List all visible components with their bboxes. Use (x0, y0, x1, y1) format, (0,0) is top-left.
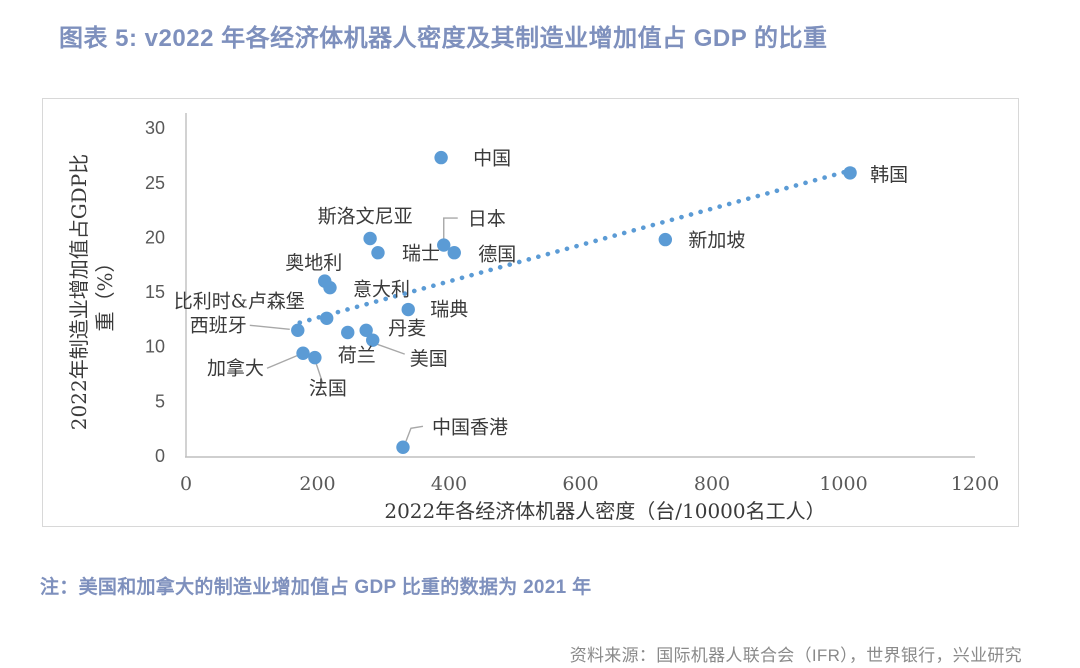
label-germany: 德国 (478, 244, 516, 266)
point-belgium-luxembourg (320, 311, 334, 325)
point-canada (296, 346, 310, 360)
x-tick-label-1200: 1200 (951, 473, 999, 495)
page-title: 图表 5: v2022 年各经济体机器人密度及其制造业增加值占 GDP 的比重 (59, 25, 828, 52)
y-tick-label-20: 20 (145, 227, 165, 247)
label-sweden: 瑞典 (430, 299, 468, 321)
x-tick-label-1000: 1000 (819, 473, 867, 495)
point-france (308, 350, 322, 365)
y-tick-label-0: 0 (155, 446, 165, 466)
label-singapore: 新加坡 (688, 230, 745, 252)
point-south-korea (843, 166, 857, 180)
x-tick-label-800: 800 (694, 473, 730, 495)
label-denmark: 丹麦 (388, 317, 426, 339)
trendline (297, 165, 864, 325)
label-switzerland: 瑞士 (402, 243, 440, 265)
label-spain: 西班牙 (190, 314, 247, 336)
point-italy (323, 280, 337, 295)
connector-hong-kong-china (405, 425, 424, 442)
label-belgium-luxembourg: 比利时&卢森堡 (174, 290, 305, 312)
point-slovenia (363, 231, 377, 246)
point-germany (447, 246, 461, 260)
connector-united-states (376, 343, 405, 355)
chart-canvas: 0 5 10 15 20 25 30 0 200 400 600 800 1000 1200 2022年各经… (67, 113, 999, 523)
y-tick-label-15: 15 (145, 282, 165, 302)
label-austria: 奥地利 (285, 252, 342, 274)
point-japan (437, 238, 451, 252)
point-switzerland (371, 246, 385, 260)
label-united-states: 美国 (410, 348, 448, 370)
connector-france (315, 362, 324, 384)
point-sweden (401, 302, 415, 317)
y-tick-label-30: 30 (145, 118, 165, 138)
label-canada: 加拿大 (207, 356, 264, 379)
x-tick-label-200: 200 (299, 473, 335, 495)
x-axis-title: 2022年各经济体机器人密度（台/10000名工人） (384, 499, 825, 523)
footnote: 注：美国和加拿大的制造业增加值占 GDP 比重的数据为 2021 年 (40, 577, 592, 598)
label-south-korea: 韩国 (870, 164, 908, 186)
point-netherlands (341, 325, 355, 340)
x-tick-label-400: 400 (431, 473, 467, 495)
y-tick-label-5: 5 (155, 391, 165, 411)
connector-spain (249, 324, 290, 331)
data-source: 资料来源：国际机器人联合会（IFR），世界银行，兴业研究 (569, 646, 1022, 665)
y-tick-label-10: 10 (145, 337, 165, 357)
point-denmark (359, 323, 373, 338)
point-united-states (366, 333, 380, 347)
x-tick-label-600: 600 (562, 473, 598, 495)
point-china (434, 150, 448, 165)
label-hong-kong-china: 中国香港 (432, 416, 508, 438)
label-japan: 日本 (468, 208, 506, 230)
label-netherlands: 荷兰 (338, 344, 376, 366)
y-axis-title: 2022年制造业增加值占GDP比 重（%） (67, 154, 117, 430)
chart-panel: 0 5 10 15 20 25 30 0 200 400 600 800 1000 1200 2022年各经… (42, 98, 1019, 527)
point-spain (291, 323, 305, 338)
label-slovenia: 斯洛文尼亚 (318, 205, 413, 227)
point-hong-kong-china (396, 440, 410, 454)
label-france: 法国 (309, 378, 347, 400)
connector-canada (266, 354, 299, 369)
label-china: 中国 (473, 148, 511, 170)
x-tick-label-0: 0 (180, 473, 192, 495)
point-singapore (658, 232, 673, 247)
label-italy: 意大利 (353, 279, 410, 301)
connector-japan (443, 217, 458, 240)
y-tick-label-25: 25 (145, 173, 165, 193)
